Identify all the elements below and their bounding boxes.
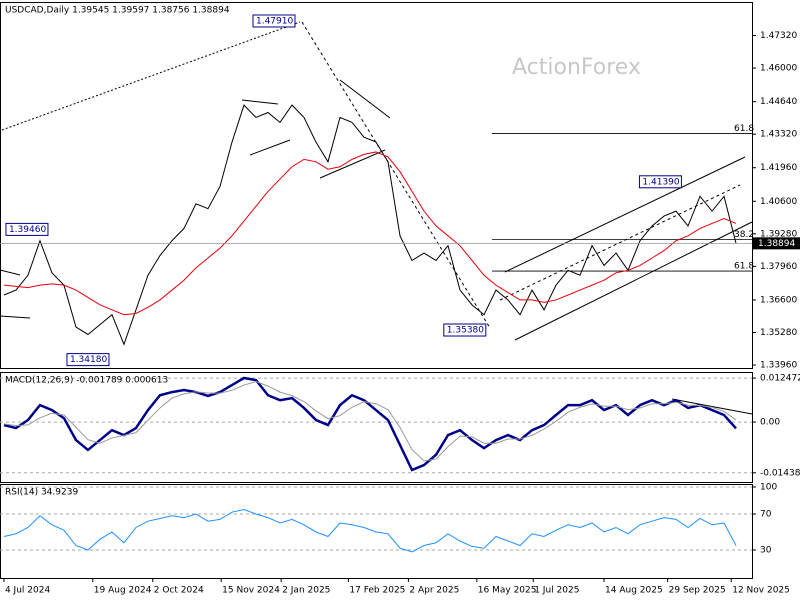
channel-line (514, 221, 753, 341)
annotation-box (252, 14, 296, 28)
x-tick-label: 2 Jan 2025 (282, 586, 330, 596)
y-tick-label: 1.44640 (760, 97, 797, 107)
y-tick-label: 1.40600 (760, 197, 797, 207)
trend-line (0, 315, 31, 319)
watermark: ActionForex (512, 55, 641, 80)
last-price-box (753, 237, 800, 250)
trend-line (241, 99, 279, 105)
annotation-label: 1.34180 (70, 355, 107, 365)
y-tick-label: 1.35280 (760, 328, 797, 338)
last-price-label: 1.38894 (758, 239, 795, 249)
y-tick-label: 1.47320 (760, 31, 797, 41)
series-line (3, 508, 737, 553)
channel-line (504, 156, 746, 273)
x-tick-label: 15 Nov 2024 (222, 586, 280, 596)
macd-trend-line (671, 398, 753, 415)
y-tick-label: 0.00 (760, 418, 780, 428)
fib-label: 61.8 (734, 124, 754, 134)
y-tick-label: 1.39280 (760, 229, 797, 239)
x-tick-label: 4 Jul 2024 (5, 586, 50, 596)
y-tick-label: 0.012472 (760, 374, 800, 384)
channel-line (499, 184, 741, 301)
x-tick-label: 12 Nov 2025 (732, 586, 790, 596)
x-tick-label: 19 Aug 2024 (94, 586, 152, 596)
x-tick-label: 2 Apr 2025 (409, 586, 459, 596)
series-line (3, 104, 737, 346)
x-tick-label: 29 Sep 2025 (669, 586, 726, 596)
price-panel (0, 2, 753, 369)
panel-title: MACD(12,26,9) -0.001789 0.000613 (5, 376, 168, 386)
series-line (3, 380, 737, 462)
annotation-label: 1.47910 (256, 16, 293, 26)
y-tick-label: 1.33960 (760, 361, 797, 371)
trend-line (0, 269, 21, 276)
x-tick-label: 17 Feb 2025 (349, 586, 405, 596)
annotation-box (5, 222, 49, 236)
trend-line (249, 139, 291, 156)
annotation-label: 1.41390 (642, 177, 679, 187)
x-tick-label: 2 Oct 2024 (154, 586, 204, 596)
panel-title: USDCAD,Daily 1.39545 1.39597 1.38756 1.3… (5, 6, 230, 16)
y-tick-label: 70 (760, 509, 772, 519)
rsi-panel (0, 484, 753, 579)
y-tick-label: 1.36600 (760, 295, 797, 305)
y-tick-label: 100 (760, 482, 777, 492)
series-line (3, 151, 737, 316)
x-tick-label: 1 Jul 2025 (534, 586, 579, 596)
y-tick-label: 1.41960 (760, 163, 797, 173)
annotation-label: 1.35380 (447, 326, 484, 336)
y-tick-label: 1.46000 (760, 64, 797, 74)
annotation-box (443, 323, 487, 337)
annotation-label: 1.39460 (9, 225, 46, 235)
x-tick-label: 16 May 2025 (478, 586, 537, 596)
macd-panel (0, 372, 753, 483)
trend-line (319, 149, 386, 179)
trend-lines (0, 21, 753, 415)
fib-label: 38.2 (734, 230, 754, 240)
panel-title: RSI(14) 34.9239 (5, 488, 78, 498)
fib-label: 61.8 (734, 262, 754, 272)
y-tick-label: -0.014389 (760, 468, 800, 478)
trend-line (1, 21, 301, 131)
y-tick-label: 30 (760, 545, 772, 555)
y-tick-label: 1.37960 (760, 262, 797, 272)
x-tick-label: 14 Aug 2025 (605, 586, 663, 596)
trend-line (339, 79, 391, 119)
y-tick-label: 1.43320 (760, 130, 797, 140)
annotation-box (638, 175, 682, 189)
annotation-box (66, 353, 110, 367)
